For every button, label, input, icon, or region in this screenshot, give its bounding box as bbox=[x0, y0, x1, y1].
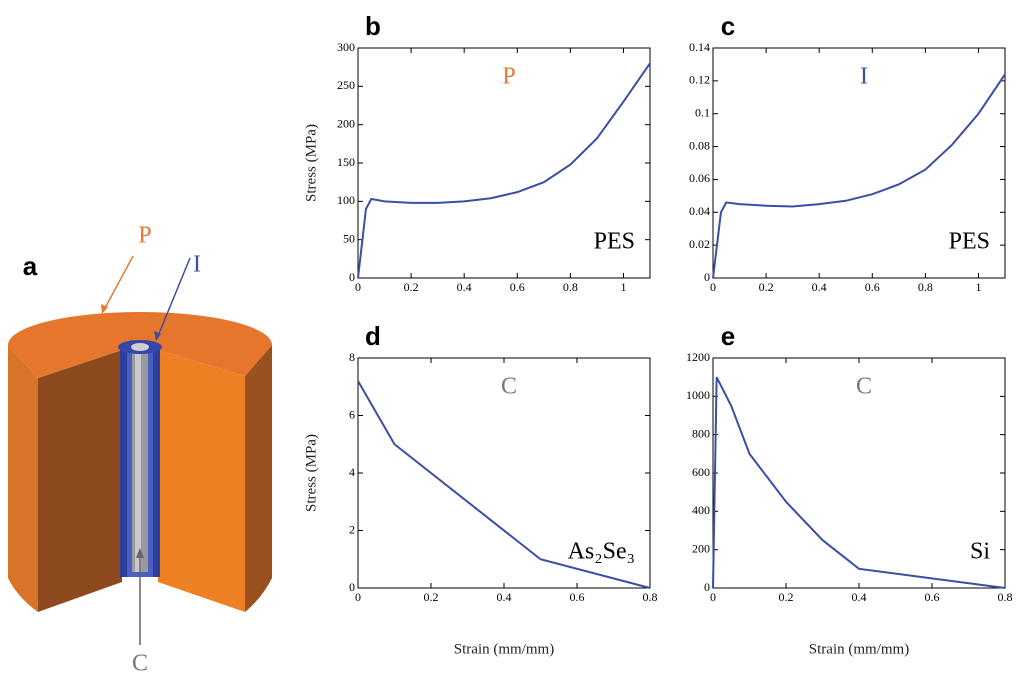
core-top bbox=[131, 343, 149, 351]
y-axis-label: Stress (MPa) bbox=[303, 124, 319, 202]
annotation: C bbox=[856, 374, 872, 400]
cut-face bbox=[158, 350, 245, 612]
data-line bbox=[713, 377, 1005, 588]
y-tick-label: 150 bbox=[337, 155, 355, 169]
y-tick-label: 200 bbox=[337, 116, 355, 130]
figure: a P I C 05010015020025030000.20.40.60.81… bbox=[0, 0, 1017, 683]
y-tick-label: 0.02 bbox=[689, 237, 710, 251]
y-tick-label: 0.14 bbox=[689, 40, 710, 54]
y-tick-label: 6 bbox=[349, 407, 355, 421]
annotation: C bbox=[501, 374, 517, 400]
annotation: P bbox=[502, 64, 515, 90]
interlayer-label: I bbox=[193, 252, 201, 278]
x-tick-label: 0.6 bbox=[570, 590, 585, 604]
y-tick-label: 0.1 bbox=[695, 105, 710, 119]
outer-label: P bbox=[138, 223, 151, 249]
panel-label: e bbox=[721, 321, 735, 351]
y-tick-label: 0.12 bbox=[689, 73, 710, 87]
core-highlight bbox=[135, 347, 141, 572]
x-tick-label: 0.6 bbox=[510, 280, 525, 294]
y-tick-label: 100 bbox=[337, 193, 355, 207]
y-tick-label: 400 bbox=[692, 503, 710, 517]
cut-face bbox=[38, 350, 122, 612]
material-label: PES bbox=[594, 229, 635, 255]
material-label: As₂Se₃ bbox=[568, 539, 635, 565]
arrow bbox=[104, 256, 133, 310]
x-tick-label: 0.2 bbox=[424, 590, 439, 604]
x-tick-label: 0.8 bbox=[643, 590, 658, 604]
x-tick-label: 1 bbox=[620, 280, 626, 294]
x-tick-label: 0.2 bbox=[779, 590, 794, 604]
x-tick-label: 0.6 bbox=[865, 280, 880, 294]
y-tick-label: 600 bbox=[692, 465, 710, 479]
y-tick-label: 300 bbox=[337, 40, 355, 54]
x-tick-label: 0 bbox=[710, 280, 716, 294]
panel-label: b bbox=[365, 11, 381, 41]
x-tick-label: 0 bbox=[710, 590, 716, 604]
x-tick-label: 0 bbox=[355, 590, 361, 604]
x-tick-label: 0.6 bbox=[925, 590, 940, 604]
y-tick-label: 0.08 bbox=[689, 138, 710, 152]
y-tick-label: 0.04 bbox=[689, 204, 710, 218]
x-axis-label: Strain (mm/mm) bbox=[809, 641, 909, 657]
y-tick-label: 250 bbox=[337, 78, 355, 92]
fiber-diagram: a P I C bbox=[8, 223, 272, 677]
material-label: Si bbox=[970, 539, 990, 565]
y-tick-label: 1000 bbox=[686, 388, 710, 402]
outer-side bbox=[245, 345, 272, 612]
x-tick-label: 1 bbox=[975, 280, 981, 294]
x-tick-label: 0.8 bbox=[918, 280, 933, 294]
x-tick-label: 0.8 bbox=[563, 280, 578, 294]
y-tick-label: 50 bbox=[343, 231, 355, 245]
y-axis-label: Stress (MPa) bbox=[303, 434, 319, 512]
y-tick-label: 0.06 bbox=[689, 171, 710, 185]
outer-side bbox=[8, 345, 38, 612]
x-tick-label: 0.4 bbox=[497, 590, 512, 604]
y-tick-label: 2 bbox=[349, 522, 355, 536]
y-tick-label: 200 bbox=[692, 541, 710, 555]
x-tick-label: 0.8 bbox=[998, 590, 1013, 604]
y-tick-label: 1200 bbox=[686, 350, 710, 364]
annotation: I bbox=[860, 64, 868, 90]
core-label: C bbox=[132, 651, 148, 677]
x-tick-label: 0.2 bbox=[759, 280, 774, 294]
x-tick-label: 0.4 bbox=[457, 280, 472, 294]
y-tick-label: 8 bbox=[349, 350, 355, 364]
x-tick-label: 0 bbox=[355, 280, 361, 294]
panel-label: a bbox=[23, 251, 38, 281]
y-tick-label: 4 bbox=[349, 465, 355, 479]
panel-label: d bbox=[365, 321, 381, 351]
x-tick-label: 0.4 bbox=[852, 590, 867, 604]
x-tick-label: 0.4 bbox=[812, 280, 827, 294]
material-label: PES bbox=[949, 229, 990, 255]
y-tick-label: 800 bbox=[692, 426, 710, 440]
x-axis-label: Strain (mm/mm) bbox=[454, 641, 554, 657]
x-tick-label: 0.2 bbox=[404, 280, 419, 294]
panel-label: c bbox=[721, 11, 735, 41]
